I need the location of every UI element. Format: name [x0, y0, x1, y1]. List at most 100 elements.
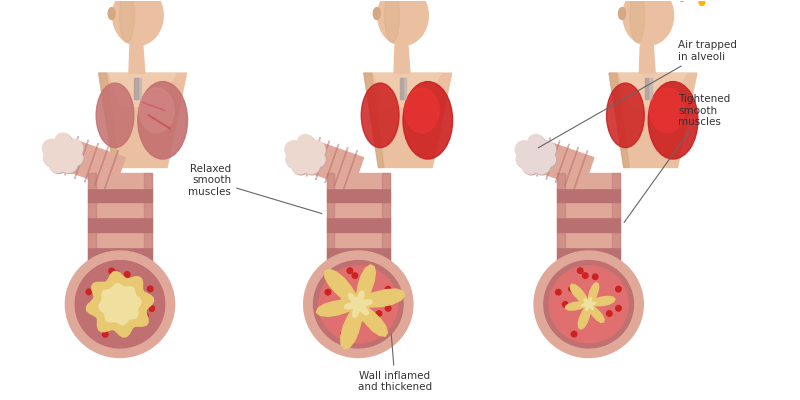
Polygon shape	[613, 173, 621, 277]
Polygon shape	[317, 265, 405, 349]
Circle shape	[49, 154, 66, 172]
Circle shape	[307, 141, 325, 159]
Circle shape	[562, 302, 568, 307]
Circle shape	[142, 313, 148, 318]
Polygon shape	[326, 188, 390, 202]
Circle shape	[42, 139, 60, 157]
Circle shape	[386, 286, 391, 292]
Circle shape	[616, 306, 622, 311]
Ellipse shape	[108, 8, 115, 20]
Circle shape	[286, 152, 300, 167]
Text: Tightened
smooth
muscles: Tightened smooth muscles	[624, 94, 730, 222]
Circle shape	[526, 144, 547, 166]
Polygon shape	[326, 173, 334, 277]
Ellipse shape	[405, 88, 439, 133]
Circle shape	[114, 271, 119, 276]
Polygon shape	[88, 217, 152, 232]
Ellipse shape	[113, 0, 163, 45]
Polygon shape	[326, 232, 390, 247]
Ellipse shape	[119, 0, 134, 42]
Polygon shape	[94, 147, 108, 186]
Circle shape	[699, 0, 705, 6]
Circle shape	[310, 152, 325, 167]
Polygon shape	[316, 141, 330, 180]
Circle shape	[97, 283, 102, 288]
Circle shape	[515, 141, 533, 159]
Polygon shape	[88, 173, 96, 277]
Polygon shape	[326, 217, 390, 232]
Polygon shape	[88, 173, 152, 188]
Circle shape	[606, 311, 612, 316]
Polygon shape	[557, 232, 621, 247]
Ellipse shape	[139, 88, 174, 133]
Polygon shape	[344, 291, 372, 318]
Circle shape	[541, 152, 555, 167]
Polygon shape	[364, 73, 384, 168]
Circle shape	[538, 142, 557, 160]
Circle shape	[341, 331, 346, 337]
Circle shape	[70, 152, 84, 166]
Circle shape	[124, 272, 130, 277]
Polygon shape	[88, 188, 152, 202]
Ellipse shape	[319, 266, 398, 343]
Circle shape	[352, 273, 358, 278]
Polygon shape	[394, 45, 410, 73]
Ellipse shape	[378, 0, 428, 45]
Ellipse shape	[534, 251, 643, 358]
Ellipse shape	[606, 83, 644, 148]
Polygon shape	[399, 78, 403, 98]
Polygon shape	[98, 73, 186, 168]
Polygon shape	[88, 202, 152, 217]
Circle shape	[338, 286, 344, 292]
Polygon shape	[546, 141, 560, 180]
Circle shape	[294, 144, 316, 165]
Ellipse shape	[314, 260, 403, 348]
Circle shape	[616, 286, 622, 292]
Polygon shape	[565, 147, 578, 186]
Polygon shape	[58, 138, 126, 188]
Circle shape	[529, 136, 545, 152]
Polygon shape	[537, 138, 550, 176]
Circle shape	[569, 286, 574, 292]
Polygon shape	[619, 73, 686, 106]
Polygon shape	[88, 232, 152, 247]
Ellipse shape	[362, 83, 399, 148]
Polygon shape	[557, 188, 621, 202]
Circle shape	[347, 268, 353, 274]
Circle shape	[312, 153, 326, 168]
Circle shape	[298, 136, 314, 152]
Polygon shape	[326, 247, 390, 262]
Polygon shape	[645, 78, 652, 98]
Polygon shape	[645, 78, 648, 98]
Polygon shape	[306, 138, 320, 176]
Polygon shape	[134, 78, 138, 98]
Circle shape	[517, 153, 531, 168]
Circle shape	[522, 157, 540, 175]
Polygon shape	[343, 150, 357, 189]
Polygon shape	[555, 144, 569, 183]
Circle shape	[286, 142, 304, 160]
Polygon shape	[334, 147, 348, 186]
Circle shape	[43, 140, 62, 158]
Polygon shape	[300, 139, 363, 188]
Circle shape	[291, 156, 309, 174]
Circle shape	[679, 0, 685, 2]
Circle shape	[286, 153, 301, 168]
Circle shape	[296, 144, 317, 166]
Polygon shape	[88, 262, 152, 277]
Circle shape	[528, 134, 544, 150]
Circle shape	[292, 157, 310, 175]
Polygon shape	[99, 284, 141, 325]
Polygon shape	[609, 73, 629, 168]
Circle shape	[325, 290, 330, 295]
Text: Relaxed
smooth
muscles: Relaxed smooth muscles	[188, 164, 322, 214]
Circle shape	[308, 142, 326, 160]
Circle shape	[386, 306, 391, 311]
Circle shape	[102, 332, 108, 337]
Ellipse shape	[385, 0, 399, 42]
Circle shape	[516, 152, 530, 167]
Circle shape	[89, 302, 94, 307]
Circle shape	[66, 140, 84, 158]
Polygon shape	[109, 73, 176, 106]
Ellipse shape	[138, 82, 187, 159]
